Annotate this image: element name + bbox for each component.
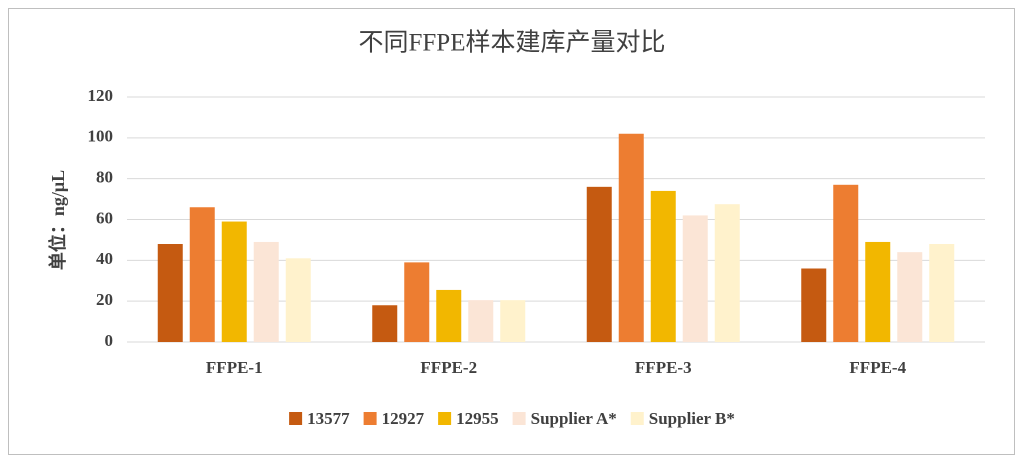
bar <box>714 204 740 342</box>
bar <box>833 184 859 342</box>
legend-swatch <box>438 412 452 425</box>
bar <box>221 221 247 342</box>
x-tick-label: FFPE-3 <box>635 358 692 377</box>
legend-swatch <box>630 412 644 425</box>
y-axis-label: 单位：ng/μL <box>47 170 68 270</box>
y-tick-label: 80 <box>96 168 113 187</box>
legend: 13577 12927 12955 Supplier A* Supplier B* <box>289 409 735 428</box>
bar <box>865 241 891 342</box>
y-tick-label: 40 <box>96 249 113 268</box>
bar <box>468 300 494 342</box>
bar <box>189 207 215 342</box>
x-tick-label: FFPE-1 <box>206 358 263 377</box>
bar <box>372 305 398 342</box>
y-tick-label: 100 <box>88 127 114 146</box>
y-tick-label: 0 <box>105 331 114 350</box>
legend-swatch <box>363 412 377 425</box>
bar <box>436 289 462 342</box>
legend-swatch <box>289 412 303 425</box>
bar <box>682 215 708 342</box>
y-tick-label: 120 <box>88 86 114 105</box>
y-tick-label: 60 <box>96 208 113 227</box>
legend-swatch <box>512 412 526 425</box>
bar <box>404 262 430 342</box>
bar <box>500 300 526 342</box>
legend-label: 13577 <box>307 409 350 428</box>
bar <box>157 244 183 342</box>
chart-border <box>8 8 1015 455</box>
bar <box>285 258 311 342</box>
legend-label: Supplier B* <box>649 409 735 428</box>
legend-label: 12927 <box>382 409 425 428</box>
legend-label: 12955 <box>456 409 499 428</box>
bar <box>586 186 612 342</box>
x-tick-label: FFPE-2 <box>420 358 477 377</box>
chart-title: 不同FFPE样本建库产量对比 <box>359 29 666 57</box>
bar <box>650 190 676 342</box>
bar <box>618 133 644 342</box>
legend-label: Supplier A* <box>531 409 617 428</box>
bar <box>929 244 955 342</box>
bar <box>801 268 827 342</box>
bar <box>897 252 923 342</box>
bar <box>253 241 279 342</box>
x-tick-label: FFPE-4 <box>849 358 906 377</box>
y-tick-label: 20 <box>96 290 113 309</box>
